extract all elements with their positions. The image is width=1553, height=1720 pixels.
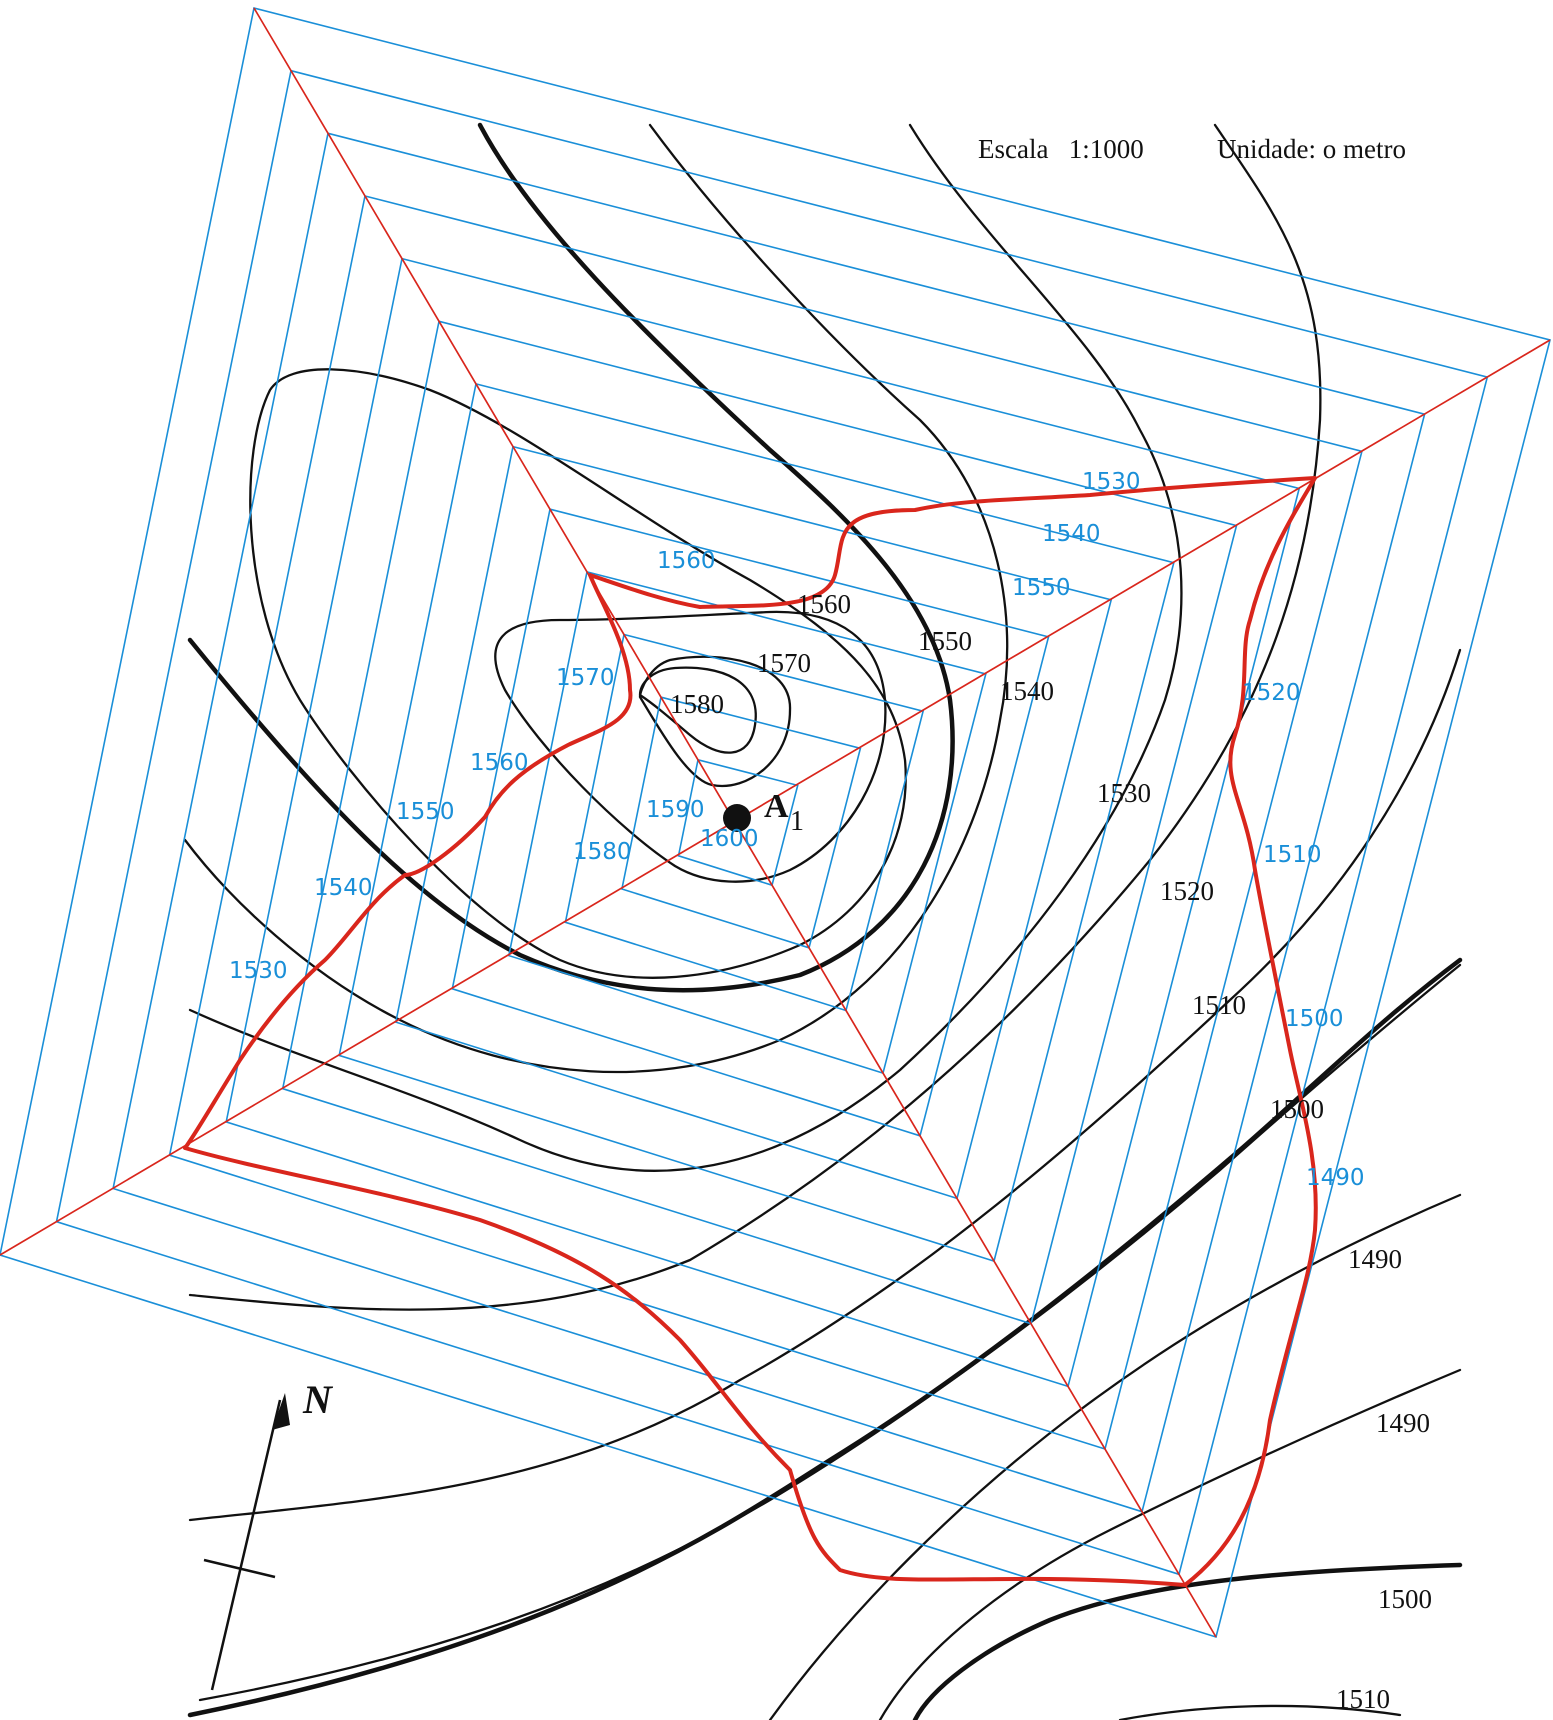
overlay-label: 1520 <box>1242 680 1301 706</box>
grid-square <box>451 508 1050 1137</box>
contour-1500-thick <box>187 957 1463 1718</box>
overlay-label: 1510 <box>1263 842 1322 868</box>
contour-label: 1550 <box>918 626 972 656</box>
north-arrow-crossbar <box>203 1558 276 1579</box>
contour-label: 1560 <box>797 589 851 619</box>
contour-1500-b <box>912 1562 1463 1720</box>
unit-text: Unidade: o metro <box>1217 134 1406 164</box>
contour-1530 <box>188 123 1322 1311</box>
overlay-label: 1550 <box>396 799 455 825</box>
point-a1-marker <box>723 804 751 832</box>
contour-1540 <box>188 123 1183 1172</box>
north-arrow-head <box>272 1393 290 1430</box>
overlay-label: 1500 <box>1285 1006 1344 1032</box>
contour-1560-loop <box>249 368 907 979</box>
contour-label: 1500 <box>1270 1094 1324 1124</box>
overlay-label: 1590 <box>646 797 705 823</box>
contour-1520 <box>188 648 1462 1522</box>
north-arrow-shaft <box>210 1399 282 1691</box>
catchment-outline <box>183 476 1318 1587</box>
diagonal-ne-sw <box>0 339 1551 1256</box>
contour-lines <box>183 122 1463 1720</box>
contour-label: 1490 <box>1348 1244 1402 1274</box>
contour-label: 1540 <box>1000 676 1054 706</box>
contour-label: 1510 <box>1192 990 1246 1020</box>
overlay-label: 1530 <box>1082 469 1141 495</box>
contour-1580 <box>638 655 792 788</box>
overlay-label: 1540 <box>314 875 373 901</box>
overlay-labels: 1530 1540 1550 1560 1520 1570 1560 1550 … <box>229 469 1365 1191</box>
overlay-label: 1600 <box>700 826 759 852</box>
contour-label: 1500 <box>1378 1584 1432 1614</box>
contour-label: 1580 <box>670 689 724 719</box>
overlay-label: 1560 <box>470 750 529 776</box>
overlay-label: 1490 <box>1306 1165 1365 1191</box>
contour-label: 1530 <box>1097 778 1151 808</box>
grid-square <box>394 445 1113 1200</box>
overlay-label: 1530 <box>229 958 288 984</box>
overlay-label: 1550 <box>1012 575 1071 601</box>
contour-label: 1490 <box>1376 1408 1430 1438</box>
north-arrow: N <box>203 1377 334 1691</box>
north-label: N <box>302 1377 334 1422</box>
contour-1490-b <box>878 1368 1462 1720</box>
overlay-label: 1570 <box>556 665 615 691</box>
scale-text: Escala 1:1000 <box>978 134 1144 164</box>
contour-1550 <box>183 123 1009 1074</box>
contour-1490-a <box>768 1193 1462 1720</box>
overlay-label: 1580 <box>573 839 632 865</box>
overlay-label: 1540 <box>1042 521 1101 547</box>
contour-1510-b <box>1118 1704 1402 1720</box>
contour-1510 <box>198 963 1462 1702</box>
contour-1560 <box>187 122 955 993</box>
contour-label: 1510 <box>1336 1684 1390 1714</box>
grid-square <box>338 382 1175 1263</box>
contour-label: 1570 <box>757 648 811 678</box>
contour-label: 1520 <box>1160 876 1214 906</box>
point-a1-subscript: 1 <box>790 806 804 837</box>
point-a1: A 1 <box>723 788 804 837</box>
contour-1570 <box>494 610 887 883</box>
overlay-label: 1560 <box>657 548 716 574</box>
map-contour-labels: 1560 1550 1570 1580 1540 1530 1520 1510 … <box>670 589 1432 1714</box>
point-a1-label: A <box>764 788 789 825</box>
